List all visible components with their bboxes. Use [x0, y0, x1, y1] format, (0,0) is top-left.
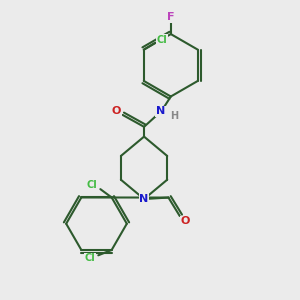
Text: Cl: Cl — [87, 180, 98, 190]
Text: O: O — [111, 106, 121, 116]
Text: N: N — [156, 106, 165, 116]
Text: N: N — [140, 194, 149, 204]
Text: Cl: Cl — [85, 253, 95, 263]
Text: H: H — [171, 111, 179, 121]
Text: F: F — [167, 12, 175, 22]
Text: O: O — [181, 216, 190, 226]
Text: Cl: Cl — [157, 35, 168, 45]
